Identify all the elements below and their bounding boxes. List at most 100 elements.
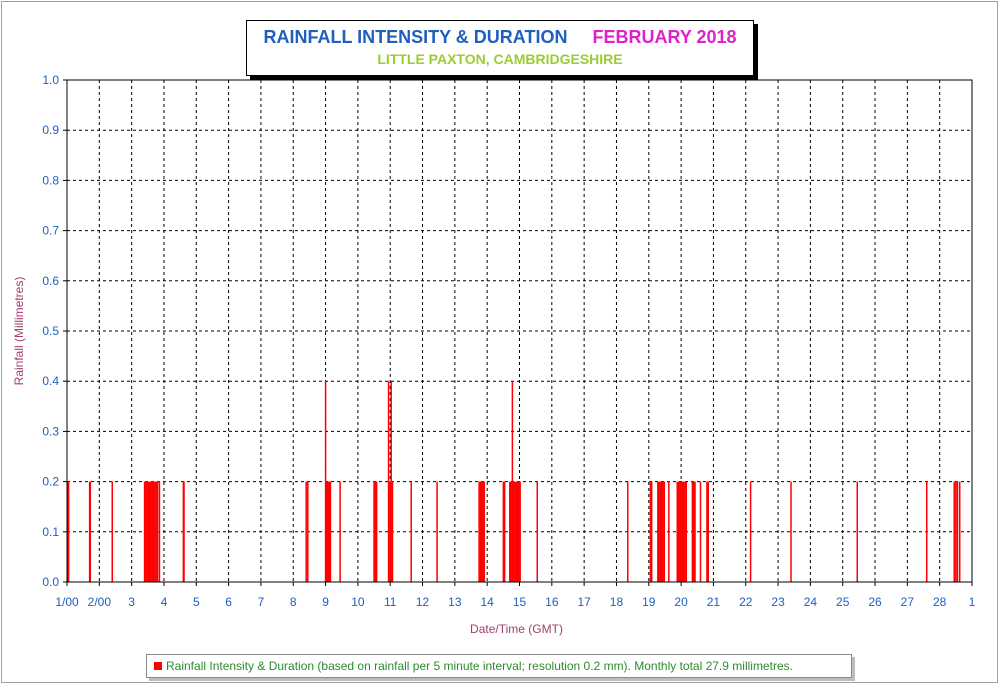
rainfall-bar [327, 481, 330, 582]
rainfall-bar [536, 481, 539, 582]
rainfall-bar [692, 481, 695, 582]
rainfall-bar [684, 481, 686, 582]
rainfall-bar [307, 481, 309, 582]
rainfall-bar [958, 481, 961, 582]
rainfall-bar [325, 481, 328, 582]
x-tick-label: 2/00 [88, 595, 112, 609]
rainfall-bar [326, 481, 329, 582]
y-tick-label: 1.0 [42, 73, 59, 87]
legend-text: Rainfall Intensity & Duration (based on … [166, 659, 793, 673]
rainfall-bar [151, 481, 154, 582]
rainfall-bar [662, 481, 664, 582]
x-tick-label: 18 [610, 595, 624, 609]
y-axis-ticks: 0.0 0.1 0.2 0.3 0.4 0.5 0.6 0.7 0.8 0.9 1.0 [42, 73, 67, 589]
rainfall-bar [156, 481, 159, 582]
y-tick-label: 0.3 [42, 424, 59, 438]
rainfall-bar [955, 481, 957, 582]
x-tick-label: 12 [416, 595, 430, 609]
rainfall-bar [329, 481, 332, 582]
rainfall-bar [519, 481, 521, 582]
title-main: RAINFALL INTENSITY & DURATION [263, 27, 568, 47]
rainfall-bar [511, 381, 514, 582]
x-tick-label: 17 [577, 595, 591, 609]
y-tick-label: 0.1 [42, 525, 59, 539]
x-tick-label: 15 [513, 595, 527, 609]
rainfall-bar [650, 481, 653, 582]
rainfall-bar [926, 481, 928, 582]
rainfall-bar [391, 481, 394, 582]
x-tick-label: 10 [351, 595, 365, 609]
rainfall-bar [145, 481, 147, 582]
y-tick-label: 0.4 [42, 374, 59, 388]
rainfall-bar [515, 481, 518, 582]
x-tick-label: 26 [868, 595, 882, 609]
x-tick-label: 20 [674, 595, 688, 609]
rainfall-bar [478, 481, 480, 582]
rainfall-bars [67, 381, 961, 582]
rainfall-bar [790, 481, 792, 582]
x-tick-label: 25 [836, 595, 850, 609]
chart-title-box: RAINFALL INTENSITY & DURATION FEBRUARY 2… [246, 20, 754, 76]
rainfall-bar [682, 481, 685, 582]
x-tick-label: 5 [193, 595, 200, 609]
rainfall-bar [387, 381, 390, 582]
chart-title: RAINFALL INTENSITY & DURATION FEBRUARY 2… [247, 27, 753, 48]
rainfall-bar [375, 481, 378, 582]
rainfall-bar [148, 481, 151, 582]
x-tick-label: 23 [771, 595, 785, 609]
rainfall-bar [503, 481, 506, 582]
x-tick-label: 28 [933, 595, 947, 609]
x-tick-label: 11 [384, 595, 397, 609]
x-tick-label: 1/00 [55, 595, 79, 609]
rainfall-bar [436, 481, 438, 582]
rainfall-bar [111, 481, 113, 582]
rainfall-bar [374, 481, 377, 582]
chart-subtitle: LITTLE PAXTON, CAMBRIDGESHIRE [377, 51, 623, 67]
rainfall-bar [305, 481, 307, 582]
rainfall-bar [649, 481, 652, 582]
rainfall-bar [677, 481, 680, 582]
y-axis-label: Rainfall (Millimetres) [12, 277, 26, 386]
x-tick-label: 7 [258, 595, 265, 609]
x-tick-label: 16 [545, 595, 559, 609]
rainfall-bar [479, 481, 482, 582]
rainfall-bar [512, 481, 515, 582]
rainfall-bar [659, 481, 662, 582]
x-axis-ticks: 1/00 2/00 3 4 5 6 7 8 9 10 11 12 13 14 15 16 17 18 19 20 21 2… [55, 582, 976, 609]
rainfall-bar [668, 481, 670, 582]
rainfall-bar [158, 481, 161, 582]
y-tick-label: 0.2 [42, 475, 59, 489]
rainfall-bar [680, 481, 682, 582]
rainfall-bar [660, 481, 663, 582]
rainfall-bar [152, 481, 155, 582]
rainfall-bar [147, 481, 150, 582]
rainfall-bar [339, 481, 341, 582]
rainfall-bar [706, 481, 708, 582]
y-tick-label: 0.0 [42, 575, 59, 589]
x-tick-label: 19 [642, 595, 656, 609]
x-tick-label: 6 [225, 595, 232, 609]
y-tick-label: 0.9 [42, 123, 59, 137]
rainfall-bar [143, 481, 146, 582]
rainfall-bar [482, 481, 484, 582]
rainfall-bar [516, 481, 519, 582]
rainfall-bar [627, 481, 629, 582]
rainfall-bar [150, 481, 152, 582]
rainfall-bar [328, 481, 331, 582]
rainfall-bar [502, 481, 505, 582]
rainfall-bar [154, 481, 156, 582]
y-tick-label: 0.5 [42, 324, 59, 338]
rainfall-bar [956, 481, 959, 582]
rainfall-bar [518, 481, 520, 582]
y-tick-label: 0.7 [42, 224, 59, 238]
x-tick-label: 21 [707, 595, 721, 609]
x-tick-label: 1 [969, 595, 976, 609]
rainfall-bar [390, 381, 392, 582]
rainfall-bar [483, 481, 486, 582]
rainfall-bar [691, 481, 694, 582]
y-tick-label: 0.8 [42, 173, 59, 187]
x-tick-label: 4 [161, 595, 168, 609]
x-tick-label: 3 [128, 595, 135, 609]
